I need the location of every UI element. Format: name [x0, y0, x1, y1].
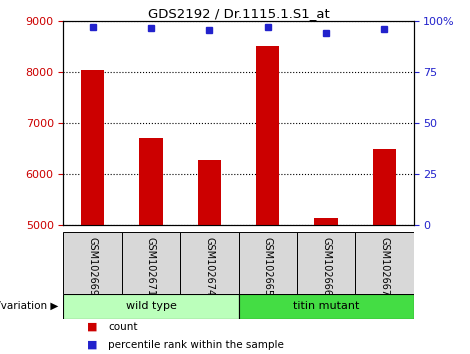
Bar [63, 232, 122, 294]
Bar [139, 138, 163, 225]
Bar [355, 232, 414, 294]
Text: GSM102666: GSM102666 [321, 237, 331, 296]
Text: percentile rank within the sample: percentile rank within the sample [108, 340, 284, 350]
Text: ■: ■ [87, 340, 97, 350]
Text: GSM102669: GSM102669 [87, 237, 98, 296]
Bar [122, 232, 180, 294]
Bar [180, 232, 239, 294]
Text: titin mutant: titin mutant [293, 301, 359, 311]
Bar [297, 232, 355, 294]
Bar [239, 232, 297, 294]
Bar [239, 294, 414, 319]
Text: GSM102665: GSM102665 [263, 237, 273, 296]
Bar [314, 218, 338, 225]
Title: GDS2192 / Dr.1115.1.S1_at: GDS2192 / Dr.1115.1.S1_at [148, 7, 329, 20]
Text: genotype/variation ▶: genotype/variation ▶ [0, 301, 59, 311]
Bar [198, 160, 221, 225]
Text: count: count [108, 322, 138, 332]
Bar [373, 149, 396, 225]
Text: ■: ■ [87, 322, 97, 332]
Bar [256, 46, 279, 225]
Text: GSM102667: GSM102667 [379, 237, 390, 296]
Text: wild type: wild type [125, 301, 176, 311]
Bar [63, 294, 239, 319]
Bar [81, 70, 104, 225]
Text: GSM102674: GSM102674 [204, 237, 214, 296]
Text: GSM102671: GSM102671 [146, 237, 156, 296]
